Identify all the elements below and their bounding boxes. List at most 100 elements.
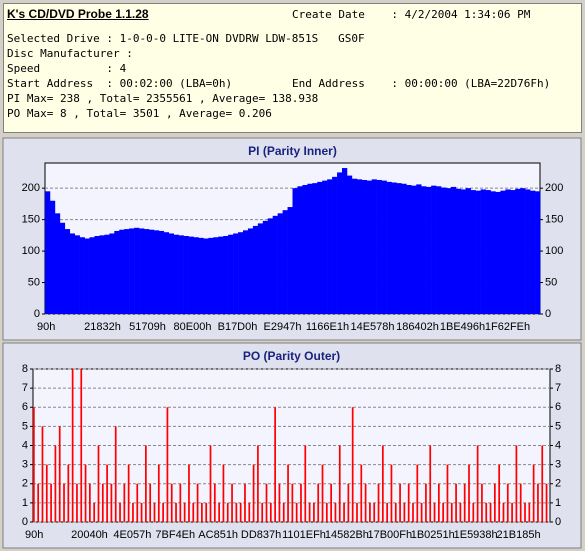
bar xyxy=(93,502,96,522)
bar xyxy=(278,483,281,522)
y-tick-label-right: 8 xyxy=(555,363,561,375)
bar xyxy=(192,502,195,522)
x-tick-label: 14E578h xyxy=(350,321,394,333)
bar xyxy=(71,369,74,522)
x-tick-label: 20040h xyxy=(71,529,108,541)
bar xyxy=(239,502,242,522)
bar xyxy=(510,190,516,314)
bar xyxy=(173,234,179,314)
bar xyxy=(79,237,85,314)
bar xyxy=(179,483,182,522)
bar xyxy=(399,483,401,522)
bar xyxy=(292,188,298,314)
bar xyxy=(520,188,526,314)
bar xyxy=(307,183,313,314)
bar xyxy=(178,235,184,314)
bar xyxy=(64,229,71,314)
info-line: End Address : 00:00:00 (LBA=22D76Fh) xyxy=(292,77,551,90)
bar xyxy=(84,464,87,522)
y-tick-label-right: 50 xyxy=(545,276,557,288)
bar xyxy=(465,188,471,314)
bar xyxy=(218,236,224,314)
bar xyxy=(175,502,177,522)
y-tick-label-right: 3 xyxy=(555,459,561,471)
bar xyxy=(129,228,135,314)
bar xyxy=(455,483,457,522)
bar xyxy=(213,483,216,522)
bar xyxy=(330,483,332,522)
x-tick-label: 186402h xyxy=(396,321,439,333)
bar xyxy=(394,502,397,522)
bar xyxy=(218,502,220,522)
bar xyxy=(119,229,125,314)
bar xyxy=(33,407,35,522)
bar xyxy=(429,445,432,522)
bar xyxy=(489,502,492,522)
bar xyxy=(101,483,104,522)
bar xyxy=(149,483,152,522)
x-tick-label: 1101EFh xyxy=(282,529,326,541)
bar xyxy=(351,407,354,522)
info-line: PO Max= 8 , Total= 3501 , Average= 0.206 xyxy=(7,107,272,120)
bar xyxy=(257,223,264,314)
bar xyxy=(74,235,80,314)
y-tick-label: 150 xyxy=(22,214,40,226)
app-title: K's CD/DVD Probe 1.1.28 xyxy=(7,7,149,21)
bar xyxy=(356,179,363,314)
bar xyxy=(332,176,338,314)
info-line: Disc Manufacturer : xyxy=(7,47,133,60)
bar xyxy=(376,179,382,314)
bar xyxy=(124,229,130,314)
x-tick-label: 80E00h xyxy=(174,321,212,333)
bar xyxy=(421,186,427,314)
bar xyxy=(104,234,110,314)
x-tick-label: 90h xyxy=(37,321,55,333)
bar xyxy=(532,464,535,522)
bar xyxy=(282,502,285,522)
bar xyxy=(433,502,436,522)
bar xyxy=(498,464,501,522)
x-tick-label: 7BF4Eh xyxy=(155,529,195,541)
bar xyxy=(391,182,397,314)
bar xyxy=(188,464,190,522)
y-tick-label: 5 xyxy=(22,420,28,432)
bar xyxy=(223,235,229,314)
y-tick-label: 1 xyxy=(22,497,28,509)
bar xyxy=(208,237,214,314)
bar xyxy=(59,222,66,314)
bar xyxy=(505,189,511,314)
x-tick-label: 1B0251h xyxy=(411,529,455,541)
bar xyxy=(45,464,48,522)
bar xyxy=(485,502,488,522)
bar xyxy=(360,464,363,522)
bar xyxy=(153,230,160,314)
y-tick-label: 100 xyxy=(22,245,40,257)
bar xyxy=(541,445,544,522)
x-tick-label: AC851h xyxy=(198,529,238,541)
bar xyxy=(480,189,486,314)
bar xyxy=(295,502,298,522)
bar xyxy=(373,502,376,522)
bar xyxy=(511,502,513,522)
bar xyxy=(485,190,491,314)
bar xyxy=(80,369,83,522)
bar xyxy=(193,237,199,314)
y-tick-label-right: 150 xyxy=(545,214,563,226)
bar xyxy=(495,191,501,314)
bar xyxy=(535,191,541,314)
bar xyxy=(325,502,328,522)
x-tick-label: 14582Bh xyxy=(325,529,369,541)
bar xyxy=(58,426,61,522)
bar xyxy=(524,502,526,522)
bar xyxy=(525,189,531,314)
bar xyxy=(168,233,174,314)
bar xyxy=(248,502,251,522)
bar xyxy=(277,213,283,314)
bar xyxy=(442,502,445,522)
bar xyxy=(528,502,531,522)
y-tick-label-right: 200 xyxy=(545,182,563,194)
bar xyxy=(412,502,414,522)
bar xyxy=(450,502,453,522)
bar xyxy=(233,233,239,314)
bar xyxy=(468,464,470,522)
